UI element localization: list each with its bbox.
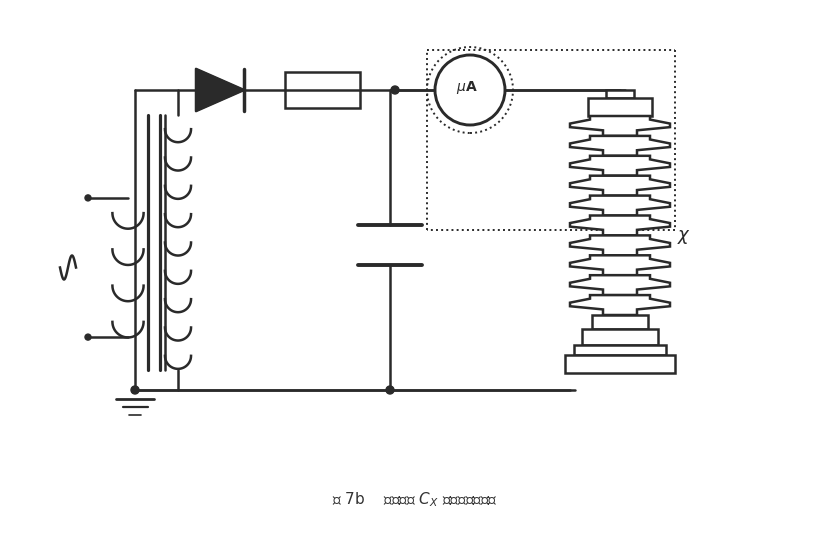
Circle shape [85, 334, 91, 340]
Text: $\mu$A: $\mu$A [456, 80, 478, 96]
Polygon shape [196, 69, 244, 111]
Polygon shape [582, 329, 658, 345]
Polygon shape [588, 98, 652, 116]
Circle shape [435, 55, 505, 125]
Polygon shape [570, 175, 670, 196]
Polygon shape [570, 275, 670, 295]
Polygon shape [606, 90, 634, 98]
Polygon shape [574, 345, 666, 355]
Text: χ: χ [678, 226, 689, 244]
Circle shape [85, 195, 91, 201]
Circle shape [131, 386, 139, 394]
Polygon shape [570, 116, 670, 136]
Circle shape [386, 386, 394, 394]
Circle shape [391, 86, 399, 94]
Polygon shape [592, 315, 648, 329]
Polygon shape [565, 355, 675, 373]
Polygon shape [570, 216, 670, 235]
Polygon shape [570, 136, 670, 156]
Polygon shape [570, 156, 670, 175]
Polygon shape [570, 295, 670, 315]
Polygon shape [570, 255, 670, 275]
Polygon shape [570, 196, 670, 216]
Polygon shape [570, 235, 670, 255]
Text: 图 7b    排除试品 $C_X$ 表面影响接线图: 图 7b 排除试品 $C_X$ 表面影响接线图 [332, 491, 498, 509]
FancyBboxPatch shape [285, 72, 360, 108]
